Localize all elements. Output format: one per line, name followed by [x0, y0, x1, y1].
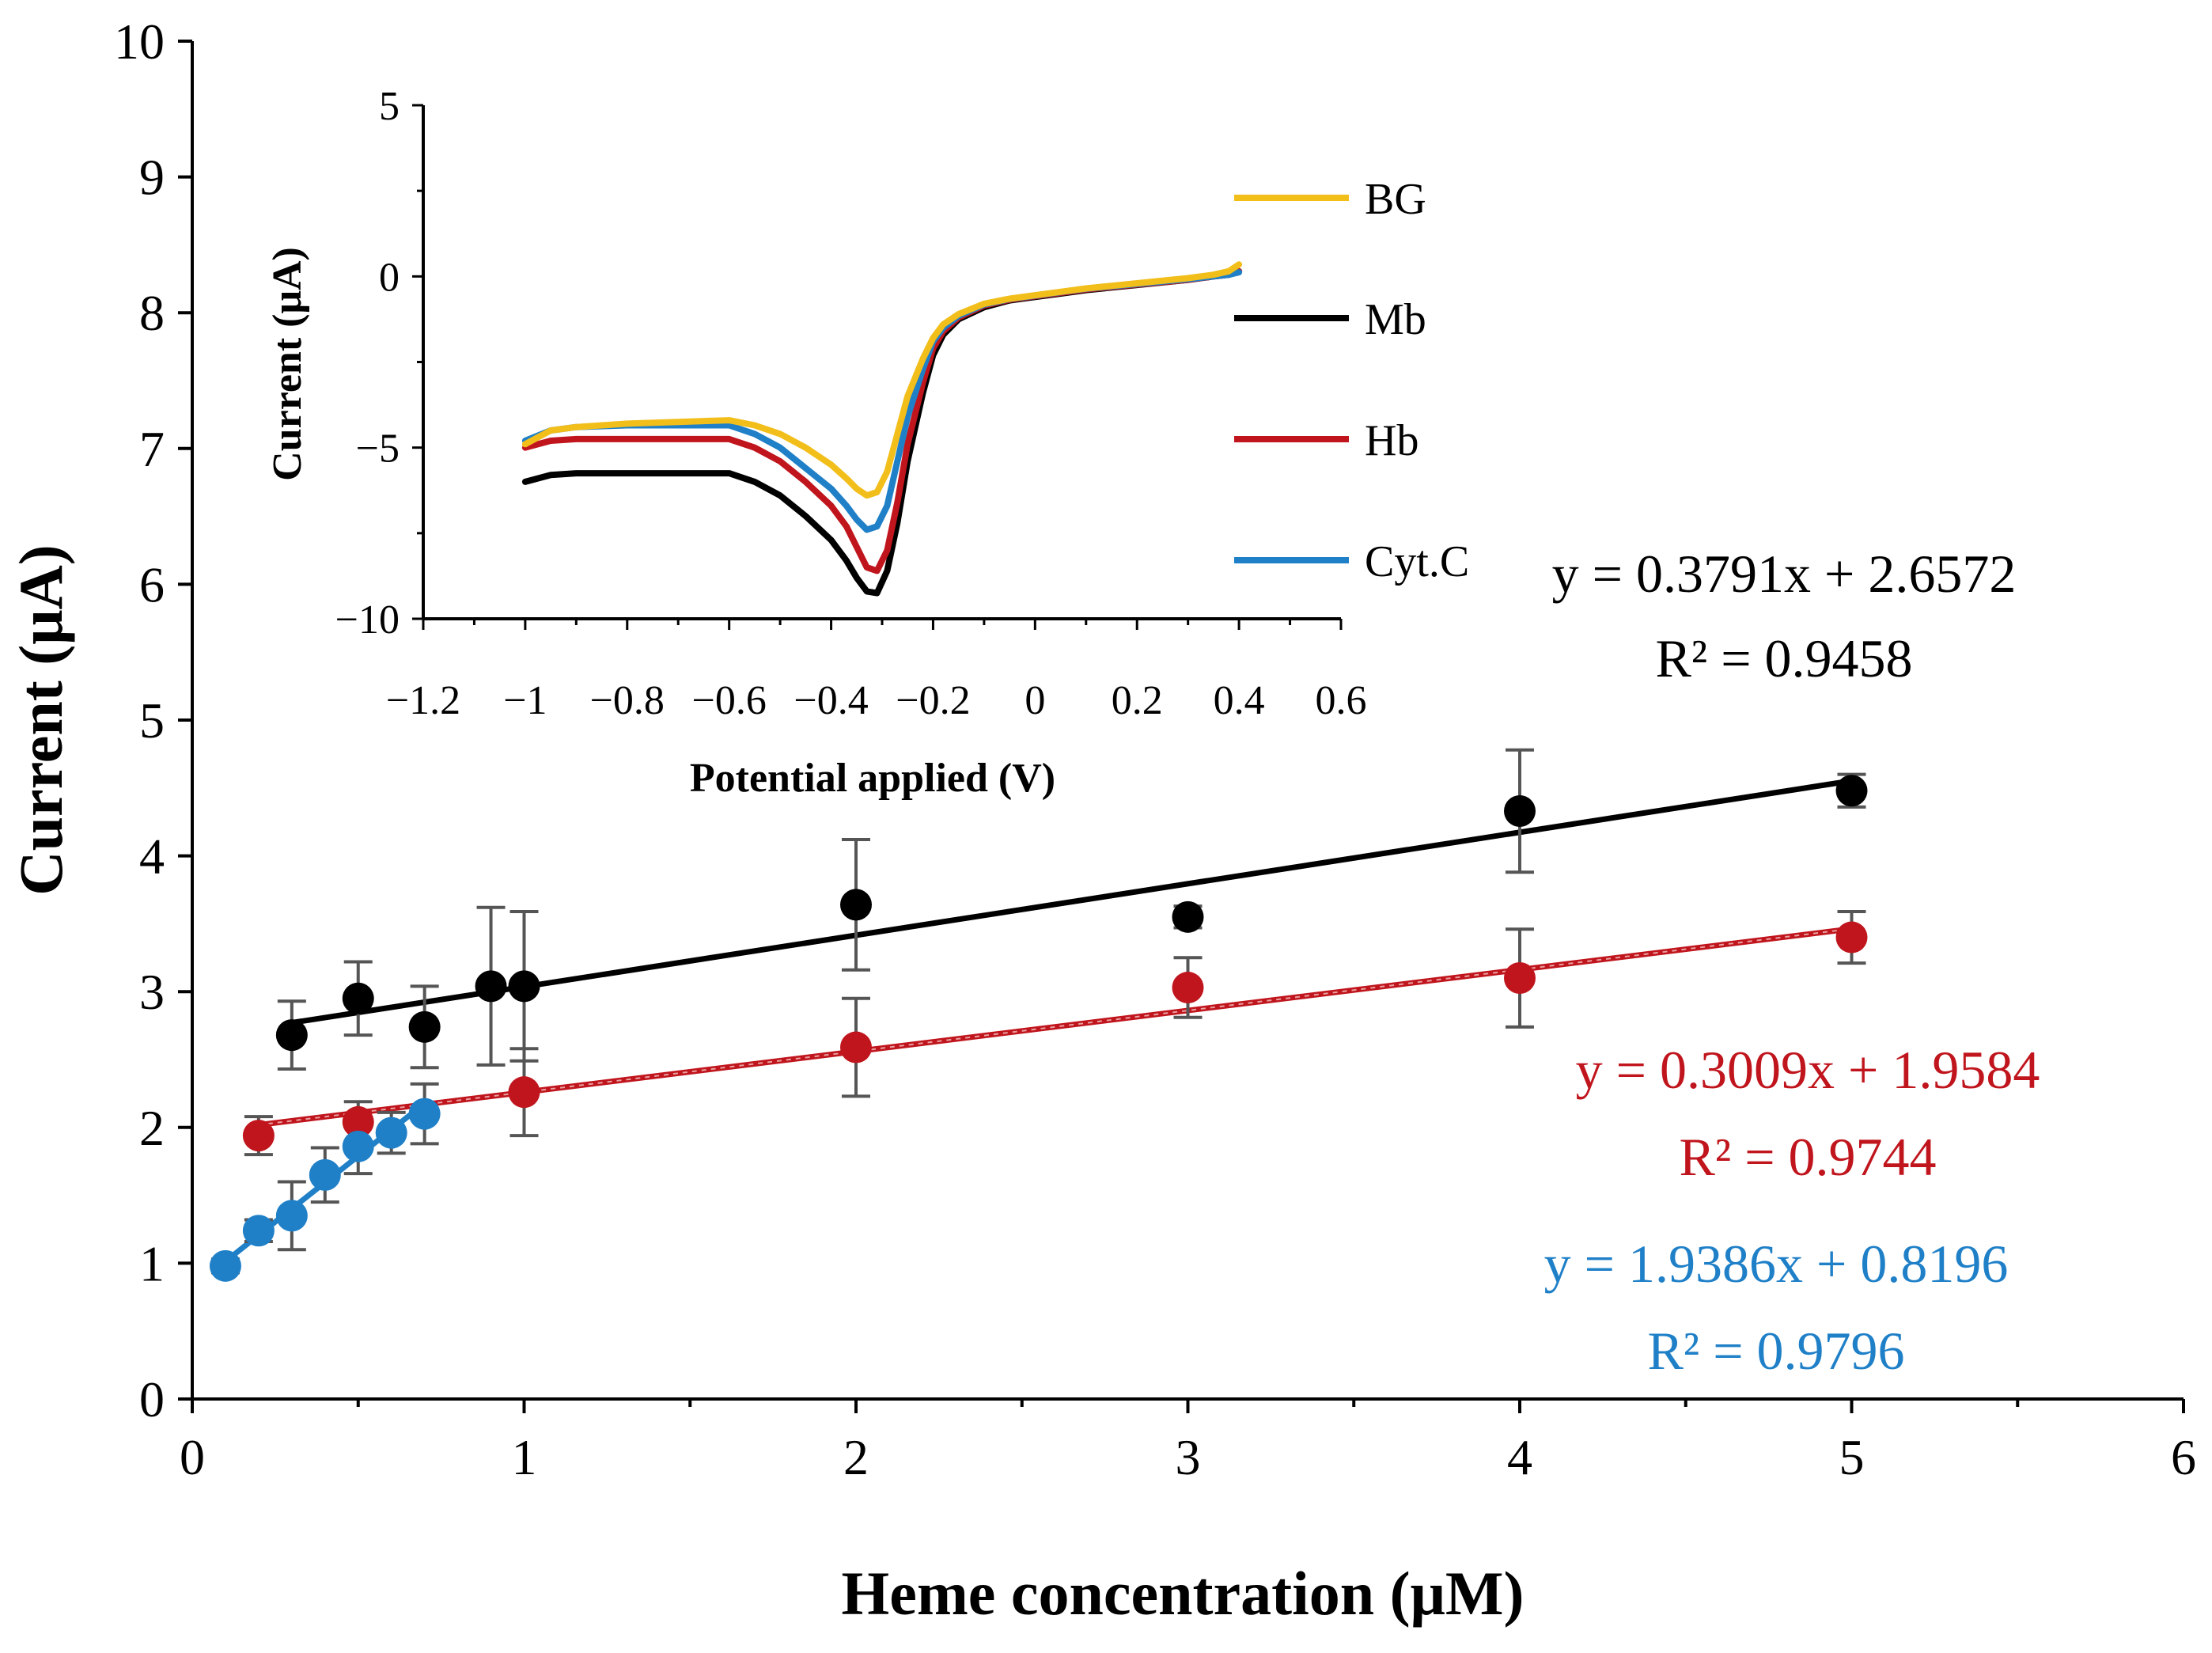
cytc-data-point [342, 1130, 374, 1162]
legend-label-cytc: Cyt.C [1365, 537, 1469, 586]
main-x-tick-label: 0 [180, 1429, 205, 1485]
inset-x-tick-label: 0.4 [1214, 678, 1265, 723]
hb-data-point [242, 1120, 275, 1152]
inset-legend: BG Mb Hb Cyt.C [1234, 175, 1469, 586]
cytc-data-point [242, 1215, 275, 1247]
mb-data-point [275, 1019, 308, 1052]
mb-data-point [342, 982, 374, 1014]
mb-r2: R² = 0.9458 [1655, 628, 1912, 688]
main-y-tick-label: 5 [139, 692, 165, 749]
inset-y-tick-label: −10 [335, 597, 400, 643]
mb-equation: y = 0.3791x + 2.6572 [1552, 544, 2017, 604]
inset-y-tick-label: 5 [379, 84, 400, 129]
main-y-tick-label: 2 [139, 1100, 165, 1156]
inset-y-tick-label: 0 [379, 255, 400, 300]
cytc-data-point [408, 1098, 441, 1130]
inset-x-tick-label: −1 [503, 678, 547, 723]
main-x-ticks: 0 1 2 3 4 5 6 [180, 1399, 2196, 1485]
main-x-tick-label: 5 [1839, 1429, 1865, 1485]
hb-data-point [1172, 972, 1204, 1004]
mb-trendline [289, 778, 1854, 1026]
inset-y-tick-label: −5 [356, 427, 400, 472]
mb-data-point [1835, 775, 1868, 807]
main-plot: 0 1 2 3 4 5 6 0 1 2 3 4 5 6 7 8 9 10 Heme concentration … [6, 13, 2196, 1628]
inset-y-axis-label: Current (μA) [265, 247, 310, 481]
inset-x-tick-label: −0.6 [692, 678, 767, 723]
inset-x-tick-label: 0.6 [1316, 678, 1367, 723]
inset-x-tick-label: 0 [1025, 678, 1045, 723]
main-points [209, 775, 1868, 1282]
mb-data-point [475, 970, 507, 1003]
mb-data-point [408, 1010, 441, 1043]
hb-data-point [1835, 921, 1868, 954]
main-y-tick-label: 3 [139, 964, 165, 1020]
main-y-tick-label: 9 [139, 150, 165, 206]
inset-x-tick-label: −0.4 [794, 678, 868, 723]
main-x-tick-label: 2 [843, 1429, 869, 1485]
main-x-tick-label: 6 [2171, 1429, 2196, 1485]
main-y-tick-label: 4 [139, 828, 165, 885]
hb-r2: R² = 0.9744 [1679, 1127, 1936, 1187]
main-x-tick-label: 4 [1507, 1429, 1532, 1485]
legend-label-bg: BG [1365, 175, 1426, 224]
cytc-equation: y = 1.9386x + 0.8196 [1544, 1234, 2009, 1294]
main-x-axis-label: Heme concentration (μM) [842, 1559, 1525, 1628]
inset-x-tick-label: −1.2 [386, 678, 460, 723]
main-y-tick-label: 10 [114, 13, 165, 70]
hb-data-point [840, 1031, 872, 1063]
legend-label-mb: Mb [1365, 295, 1426, 344]
legend-label-hb: Hb [1365, 416, 1418, 465]
cytc-r2: R² = 0.9796 [1647, 1321, 1904, 1381]
hb-data-point [342, 1105, 374, 1138]
main-x-tick-label: 3 [1176, 1429, 1201, 1485]
inset-x-tick-label: −0.8 [590, 678, 665, 723]
cytc-data-point [375, 1117, 407, 1149]
main-y-tick-label: 1 [139, 1235, 165, 1291]
cytc-data-point [309, 1158, 341, 1191]
main-y-ticks: 0 1 2 3 4 5 6 7 8 9 10 [114, 13, 192, 1427]
main-y-tick-label: 7 [139, 421, 165, 477]
inset-x-axis-label: Potential applied (V) [690, 756, 1055, 801]
mb-data-point [1172, 900, 1204, 933]
inset-plot: −1.2 −1 −0.8 −0.6 −0.4 −0.2 0 0.2 0.4 0.6 −10 −5 0 5… [265, 84, 1469, 801]
cytc-data-point [209, 1249, 241, 1282]
mb-data-point [508, 970, 540, 1003]
main-y-tick-label: 8 [139, 285, 165, 341]
cytc-data-point [275, 1200, 308, 1232]
inset-curve-bg [521, 261, 1243, 499]
inset-x-ticks: −1.2 −1 −0.8 −0.6 −0.4 −0.2 0 0.2 0.4 0.6 [386, 619, 1367, 723]
main-y-axis-label: Current (μA) [6, 544, 75, 896]
trendline-equations: y = 0.3791x + 2.6572 R² = 0.9458 y = 0.3… [1544, 544, 2040, 1381]
main-y-tick-label: 6 [139, 556, 165, 612]
inset-x-tick-label: −0.2 [896, 678, 970, 723]
inset-x-tick-label: 0.2 [1112, 678, 1163, 723]
inset-y-ticks: −10 −5 0 5 [335, 84, 423, 643]
hb-data-point [1504, 962, 1536, 995]
mb-data-point [1504, 794, 1536, 827]
main-y-tick-label: 0 [139, 1371, 165, 1427]
main-x-tick-label: 1 [512, 1429, 537, 1485]
inset-curves [521, 261, 1243, 597]
mb-data-point [840, 889, 872, 921]
hb-data-point [508, 1076, 540, 1109]
hb-equation: y = 0.3009x + 1.9584 [1576, 1040, 2040, 1100]
